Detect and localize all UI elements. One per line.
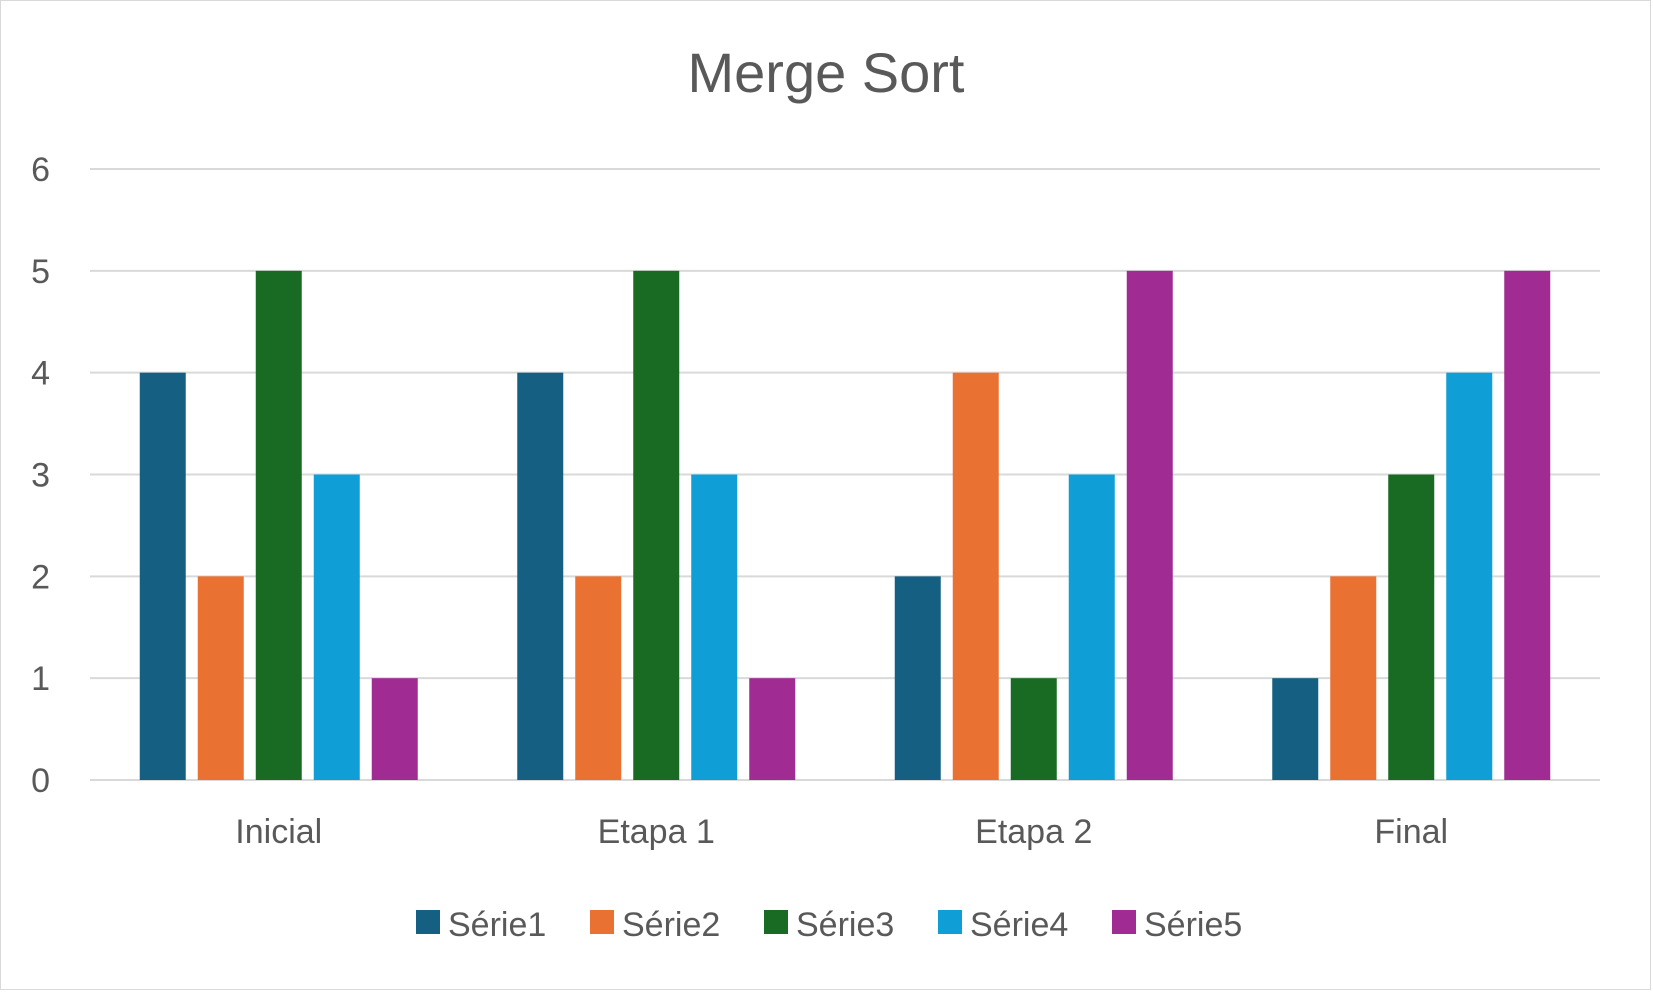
bar-5-4 [1504,270,1551,780]
legend-swatch [416,910,440,934]
bars [139,270,1551,780]
bar-3-2 [633,270,680,780]
bar-5-3 [1126,270,1173,780]
y-tick-label: 5 [31,253,50,291]
x-category-label: Etapa 1 [598,813,715,851]
y-tick-label: 6 [31,151,50,189]
y-axis-ticks: 0 1 2 3 4 5 6 [31,151,50,800]
legend-swatch [938,910,962,934]
bar-1-1 [139,372,186,780]
bar-4-3 [1068,474,1115,780]
legend: Série1 Série2 Série3 Série4 Série5 [416,906,1242,944]
bar-2-1 [197,576,244,780]
y-tick-label: 1 [31,660,50,698]
x-category-label: Inicial [235,813,322,851]
bar-3-1 [255,270,302,780]
bar-2-3 [952,372,999,780]
legend-label: Série1 [448,906,546,944]
x-category-label: Etapa 2 [975,813,1092,851]
bar-4-4 [1446,372,1493,780]
bar-3-3 [1010,678,1057,780]
legend-label: Série5 [1144,906,1242,944]
bar-2-4 [1330,576,1377,780]
legend-label: Série4 [970,906,1068,944]
legend-swatch [590,910,614,934]
bar-1-2 [517,372,564,780]
y-tick-label: 2 [31,558,50,596]
y-tick-label: 3 [31,457,50,495]
legend-swatch [764,910,788,934]
legend-label: Série3 [796,906,894,944]
y-tick-label: 0 [31,762,50,800]
bar-3-4 [1388,474,1435,780]
bar-4-2 [691,474,738,780]
bar-2-2 [575,576,622,780]
bar-5-2 [749,678,796,780]
legend-label: Série2 [622,906,720,944]
x-category-label: Final [1374,813,1448,851]
y-tick-label: 4 [31,355,50,393]
bar-1-3 [894,576,941,780]
bar-4-1 [313,474,360,780]
bar-1-4 [1272,678,1319,780]
x-axis-categories: Inicial Etapa 1 Etapa 2 Final [235,813,1448,851]
chart-title: Merge Sort [688,41,965,104]
bar-5-1 [371,678,418,780]
legend-swatch [1112,910,1136,934]
